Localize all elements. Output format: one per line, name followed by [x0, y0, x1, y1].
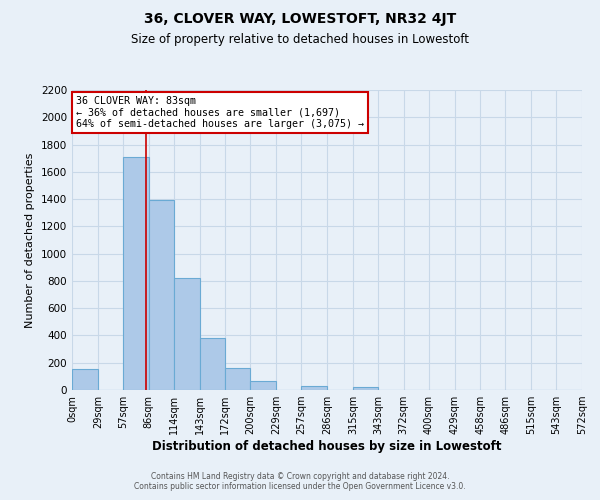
Bar	[226, 368, 250, 390]
Bar	[123, 157, 149, 390]
Y-axis label: Number of detached properties: Number of detached properties	[25, 152, 35, 328]
Bar	[199, 338, 226, 390]
X-axis label: Distribution of detached houses by size in Lowestoft: Distribution of detached houses by size …	[152, 440, 502, 453]
Text: 36 CLOVER WAY: 83sqm
← 36% of detached houses are smaller (1,697)
64% of semi-de: 36 CLOVER WAY: 83sqm ← 36% of detached h…	[76, 96, 364, 130]
Text: 36, CLOVER WAY, LOWESTOFT, NR32 4JT: 36, CLOVER WAY, LOWESTOFT, NR32 4JT	[144, 12, 456, 26]
Bar	[353, 386, 378, 390]
Bar	[72, 369, 98, 390]
Bar	[149, 200, 173, 390]
Bar	[173, 278, 199, 390]
Bar	[250, 381, 276, 390]
Text: Contains HM Land Registry data © Crown copyright and database right 2024.: Contains HM Land Registry data © Crown c…	[151, 472, 449, 481]
Text: Size of property relative to detached houses in Lowestoft: Size of property relative to detached ho…	[131, 32, 469, 46]
Bar	[301, 386, 327, 390]
Text: Contains public sector information licensed under the Open Government Licence v3: Contains public sector information licen…	[134, 482, 466, 491]
